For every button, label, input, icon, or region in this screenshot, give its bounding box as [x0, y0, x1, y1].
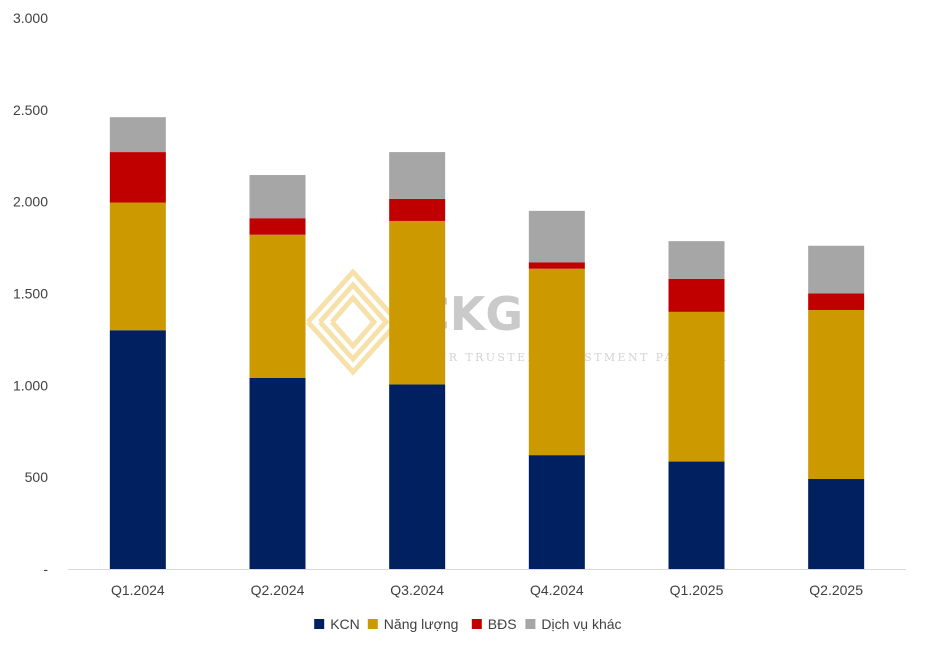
bar-segment: [528, 210, 585, 263]
y-tick-label: 3.000: [13, 10, 48, 26]
bar-segment: [249, 175, 306, 219]
ckg-logo-icon: [306, 268, 402, 376]
x-tick-label: Q1.2025: [670, 582, 724, 598]
bar-segment: [668, 278, 725, 312]
bar-segment: [808, 310, 865, 480]
bar-segment: [668, 461, 725, 569]
x-tick-label: Q2.2024: [251, 582, 305, 598]
x-tick-label: Q1.2024: [111, 582, 165, 598]
x-axis: Q1.2024 Q2.2024 Q3.2024 Q4.2024 Q1.2025 Q2.20…: [68, 569, 906, 598]
bar-segment: [808, 245, 865, 294]
legend-label: Dịch vụ khác: [541, 616, 621, 632]
legend-label: BĐS: [488, 616, 517, 632]
bars-layer: [109, 117, 865, 569]
x-tick-label: Q3.2024: [390, 582, 444, 598]
y-tick-label: 2.000: [13, 194, 48, 210]
y-axis: - 500 1.000 1.500 2.000 2.500 3.000: [13, 10, 48, 577]
bar-segment: [808, 293, 865, 311]
bar-segment: [389, 384, 446, 569]
y-tick-label: -: [43, 561, 48, 577]
y-tick-label: 500: [25, 469, 49, 485]
bar-segment: [109, 117, 166, 153]
bar-segment: [389, 198, 446, 221]
bar-segment: [249, 377, 306, 569]
bar-segment: [528, 262, 585, 269]
y-tick-label: 1.500: [13, 286, 48, 302]
bar-segment: [109, 152, 166, 203]
x-tick-label: Q2.2025: [809, 582, 863, 598]
legend-label: Năng lượng: [384, 616, 459, 632]
y-tick-label: 2.500: [13, 102, 48, 118]
legend-swatch: [525, 619, 536, 629]
watermark: CKG YOUR TRUSTED INVESTMENT PARTNER: [306, 268, 726, 376]
legend-label: KCN: [330, 616, 360, 632]
bar-segment: [528, 268, 585, 456]
x-tick-label: Q4.2024: [530, 582, 584, 598]
bar-segment: [389, 152, 446, 199]
bar-segment: [808, 479, 865, 569]
bar-segment: [109, 202, 166, 331]
y-tick-label: 1.000: [13, 377, 48, 393]
legend: KCN Năng lượng BĐS Dịch vụ khác: [314, 616, 622, 632]
bar-segment: [389, 220, 446, 385]
bar-segment: [249, 218, 306, 235]
legend-swatch: [367, 619, 378, 629]
bar-segment: [109, 330, 166, 569]
bar-segment: [249, 234, 306, 378]
legend-swatch: [471, 619, 482, 629]
bar-segment: [528, 455, 585, 569]
legend-swatch: [314, 619, 325, 629]
bar-segment: [668, 241, 725, 279]
bar-segment: [668, 311, 725, 462]
